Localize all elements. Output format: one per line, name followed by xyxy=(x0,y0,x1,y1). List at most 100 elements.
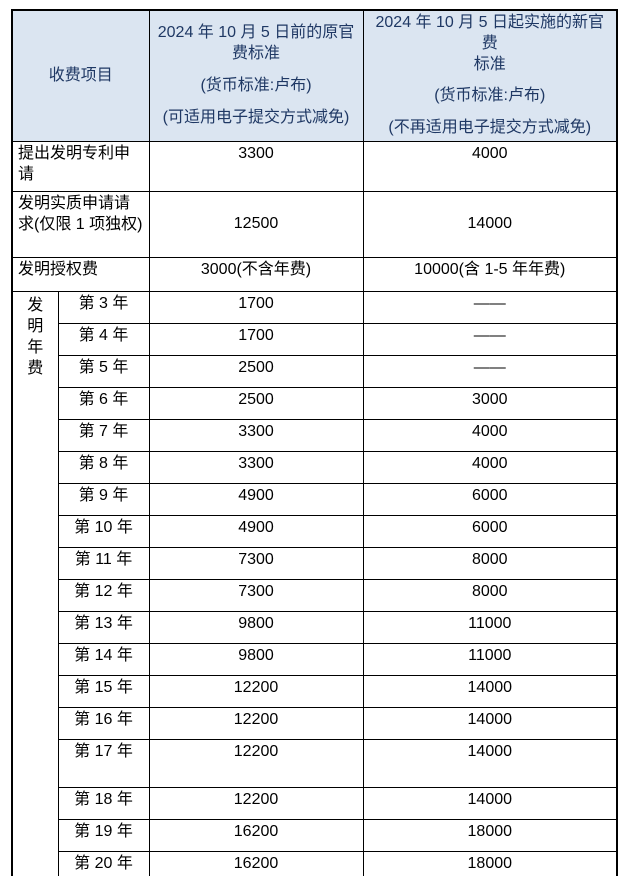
table-row-year-17: 第 17 年 12200 14000 xyxy=(12,738,618,788)
header-row: 收费项目 2024 年 10 月 5 日前的原官 费标准 (货币标准:卢布) (可… xyxy=(11,9,618,142)
table-row-year-10: 第 10 年 4900 6000 xyxy=(12,514,618,548)
new-fee-value: 14000 xyxy=(362,738,618,788)
new-fee-value: 3000 xyxy=(362,386,618,420)
new-fee-value: 11000 xyxy=(362,642,618,676)
year-label: 第 3 年 xyxy=(57,290,150,324)
year-label: 第 18 年 xyxy=(57,786,150,820)
new-fee-value: 18000 xyxy=(362,818,618,852)
header-old-fee-currency: (货币标准:卢布) xyxy=(200,76,312,94)
table-row-grant: 发明授权费 3000(不含年费) 10000(含 1-5 年年费) xyxy=(11,256,618,292)
year-label: 第 8 年 xyxy=(57,450,150,484)
table-row-year-15: 第 15 年 12200 14000 xyxy=(12,674,618,708)
new-fee-value: 8000 xyxy=(362,578,618,612)
header-old-fee-title: 2024 年 10 月 5 日前的原官 费标准 xyxy=(155,23,358,65)
header-old-fee-title-line2: 费标准 xyxy=(232,45,281,63)
old-fee-value: 4900 xyxy=(148,482,364,516)
new-fee-value: —— xyxy=(362,354,618,388)
old-fee-value: 16200 xyxy=(148,818,364,852)
old-fee-value: 3300 xyxy=(148,450,364,484)
new-fee-value: 14000 xyxy=(362,786,618,820)
table-row-year-20: 第 20 年 16200 18000 xyxy=(12,850,618,876)
year-label: 第 7 年 xyxy=(57,418,150,452)
annual-fee-group-label: 发明年费 xyxy=(27,296,44,377)
table-row-year-13: 第 13 年 9800 11000 xyxy=(12,610,618,644)
old-fee-value: 12200 xyxy=(148,674,364,708)
old-fee-value: 9800 xyxy=(148,642,364,676)
year-label: 第 14 年 xyxy=(57,642,150,676)
header-old-fee-title-line1: 2024 年 10 月 5 日前的原官 xyxy=(157,24,355,42)
old-fee-value: 12500 xyxy=(148,190,364,258)
new-fee-value: —— xyxy=(362,322,618,356)
new-fee-value: 14000 xyxy=(362,706,618,740)
table-row-year-14: 第 14 年 9800 11000 xyxy=(12,642,618,676)
new-fee-value: 4000 xyxy=(362,140,618,192)
year-label: 第 11 年 xyxy=(57,546,150,580)
old-fee-value: 3300 xyxy=(148,140,364,192)
year-label: 第 10 年 xyxy=(57,514,150,548)
old-fee-value: 3300 xyxy=(148,418,364,452)
year-label: 第 19 年 xyxy=(57,818,150,852)
old-fee-value: 2500 xyxy=(148,386,364,420)
new-fee-value: —— xyxy=(362,290,618,324)
new-fee-value: 10000(含 1-5 年年费) xyxy=(362,256,618,292)
table-row-year-3: 发明年费 第 3 年 1700 —— xyxy=(11,290,618,876)
year-label: 第 20 年 xyxy=(57,850,150,876)
table-row-year-11: 第 11 年 7300 8000 xyxy=(12,546,618,580)
header-fee-item: 收费项目 xyxy=(11,9,150,142)
table-row-year-4: 第 4 年 1700 —— xyxy=(12,322,618,356)
new-fee-value: 18000 xyxy=(362,850,618,876)
year-label: 第 6 年 xyxy=(57,386,150,420)
new-fee-value: 4000 xyxy=(362,418,618,452)
table-row-filing: 提出发明专利申请 3300 4000 xyxy=(11,140,618,192)
patent-fee-table: 收费项目 2024 年 10 月 5 日前的原官 费标准 (货币标准:卢布) (可… xyxy=(11,9,619,876)
row-label: 发明授权费 xyxy=(11,256,150,292)
year-label: 第 9 年 xyxy=(57,482,150,516)
table-row-year-7: 第 7 年 3300 4000 xyxy=(12,418,618,452)
annual-fee-group-cell: 发明年费 xyxy=(11,290,59,876)
year-label: 第 12 年 xyxy=(57,578,150,612)
header-old-fee-note: (可适用电子提交方式减免) xyxy=(162,108,350,126)
new-fee-value: 6000 xyxy=(362,482,618,516)
new-fee-value: 4000 xyxy=(362,450,618,484)
header-old-fee: 2024 年 10 月 5 日前的原官 费标准 (货币标准:卢布) (可适用电子提… xyxy=(148,9,364,142)
new-fee-value: 14000 xyxy=(362,674,618,708)
table-row-year-9: 第 9 年 4900 6000 xyxy=(12,482,618,516)
year-label: 第 15 年 xyxy=(57,674,150,708)
old-fee-value: 7300 xyxy=(148,546,364,580)
header-new-fee-note: (不再适用电子提交方式减免) xyxy=(388,119,592,137)
table-row-year-19: 第 19 年 16200 18000 xyxy=(12,818,618,852)
header-new-fee-title-line2: 标准 xyxy=(473,55,506,73)
row-label: 发明实质申请请求(仅限 1 项独权) xyxy=(11,190,150,258)
old-fee-value: 1700 xyxy=(148,322,364,356)
year-label: 第 13 年 xyxy=(57,610,150,644)
old-fee-value: 4900 xyxy=(148,514,364,548)
year-label: 第 4 年 xyxy=(57,322,150,356)
old-fee-value: 1700 xyxy=(148,290,364,324)
old-fee-value: 7300 xyxy=(148,578,364,612)
year-label: 第 5 年 xyxy=(57,354,150,388)
old-fee-value: 16200 xyxy=(148,850,364,876)
table-row-year-18: 第 18 年 12200 14000 xyxy=(12,786,618,820)
new-fee-value: 14000 xyxy=(362,190,618,258)
old-fee-value: 12200 xyxy=(148,786,364,820)
old-fee-value: 9800 xyxy=(148,610,364,644)
header-new-fee-currency: (货币标准:卢布) xyxy=(434,87,546,105)
old-fee-value: 3000(不含年费) xyxy=(148,256,364,292)
year-label: 第 17 年 xyxy=(57,738,150,788)
new-fee-value: 11000 xyxy=(362,610,618,644)
header-new-fee-title-line1: 2024 年 10 月 5 日起实施的新官费 xyxy=(375,14,605,52)
new-fee-value: 8000 xyxy=(362,546,618,580)
year-label: 第 16 年 xyxy=(57,706,150,740)
table-row-year-8: 第 8 年 3300 4000 xyxy=(12,450,618,484)
header-new-fee: 2024 年 10 月 5 日起实施的新官费标准 (货币标准:卢布) (不再适用… xyxy=(362,9,618,142)
table-row-year-5: 第 5 年 2500 —— xyxy=(12,354,618,388)
old-fee-value: 2500 xyxy=(148,354,364,388)
table-row-year-12: 第 12 年 7300 8000 xyxy=(12,578,618,612)
table-row-year-6: 第 6 年 2500 3000 xyxy=(12,386,618,420)
old-fee-value: 12200 xyxy=(148,706,364,740)
row-label: 提出发明专利申请 xyxy=(11,140,150,192)
new-fee-value: 6000 xyxy=(362,514,618,548)
table-row-examination: 发明实质申请请求(仅限 1 项独权) 12500 14000 xyxy=(11,190,618,258)
old-fee-value: 12200 xyxy=(148,738,364,788)
